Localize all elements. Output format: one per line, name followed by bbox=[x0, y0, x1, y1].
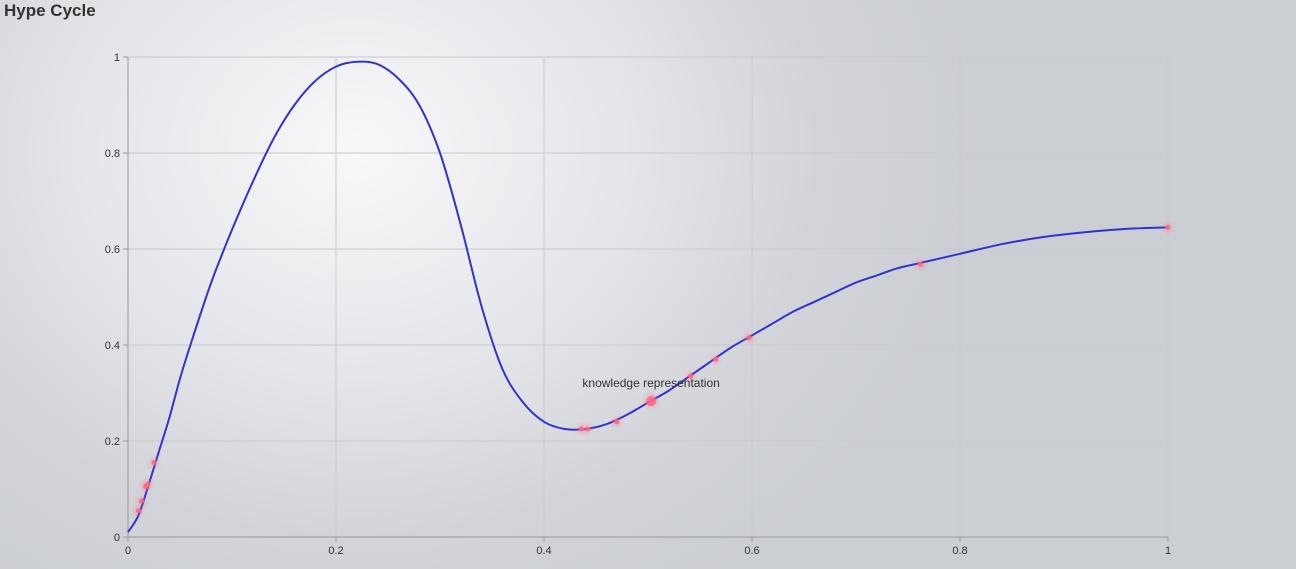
data-point[interactable] bbox=[139, 498, 145, 504]
data-point[interactable] bbox=[1165, 224, 1171, 230]
x-tick-label: 0.8 bbox=[952, 545, 967, 557]
data-point[interactable] bbox=[713, 356, 719, 362]
y-tick-label: 0.6 bbox=[105, 244, 120, 256]
data-point[interactable] bbox=[578, 426, 584, 432]
data-point[interactable] bbox=[746, 335, 752, 341]
x-tick-label: 0 bbox=[125, 545, 131, 557]
y-tick-label: 0.4 bbox=[105, 340, 120, 352]
point-layer bbox=[133, 222, 1173, 516]
y-tick-label: 0 bbox=[114, 532, 120, 544]
data-point[interactable] bbox=[614, 419, 620, 425]
highlighted-data-point[interactable] bbox=[646, 396, 657, 407]
data-point[interactable] bbox=[151, 460, 157, 466]
data-point[interactable] bbox=[135, 508, 141, 514]
grid bbox=[127, 56, 1169, 538]
x-tick-label: 0.2 bbox=[328, 545, 343, 557]
curve-layer bbox=[127, 60, 1169, 533]
data-point[interactable] bbox=[917, 261, 923, 267]
y-tick-label: 0.8 bbox=[105, 148, 120, 160]
data-point[interactable] bbox=[688, 373, 694, 379]
page-title: Hype Cycle bbox=[4, 1, 96, 20]
data-point[interactable] bbox=[145, 481, 151, 487]
data-point-label: knowledge representation bbox=[582, 376, 719, 390]
y-tick-label: 0.2 bbox=[105, 436, 120, 448]
y-tick-label: 1 bbox=[114, 52, 120, 64]
x-tick-label: 0.4 bbox=[536, 545, 551, 557]
label-layer: knowledge representation bbox=[582, 376, 719, 390]
hype-curve-line bbox=[127, 60, 1169, 533]
axes: 0 0.2 0.4 0.6 0.8 1 0 0.2 0.4 0.6 0.8 1 bbox=[105, 52, 1171, 557]
x-tick-label: 1 bbox=[1165, 545, 1171, 557]
x-tick-label: 0.6 bbox=[744, 545, 759, 557]
data-point[interactable] bbox=[585, 426, 591, 432]
